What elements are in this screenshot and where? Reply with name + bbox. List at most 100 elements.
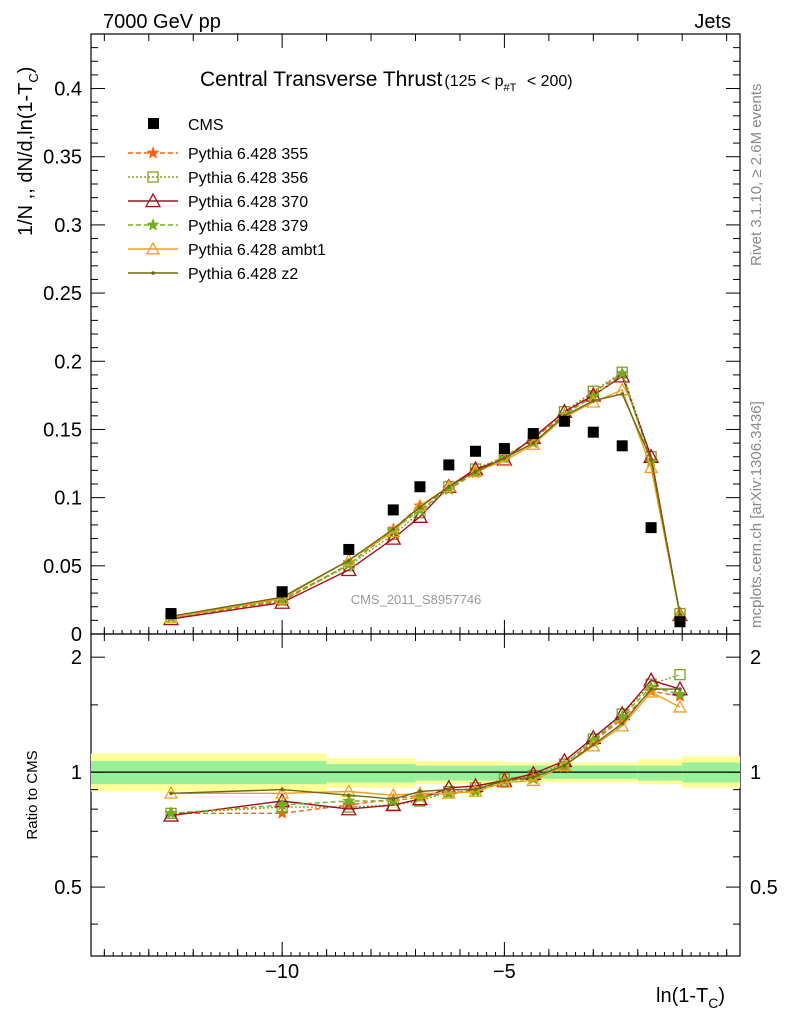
series-5-point (620, 392, 625, 396)
ratio-band-inner (415, 765, 505, 781)
cms-data-points (165, 415, 686, 628)
series-4-point (441, 479, 456, 493)
series-4-point (468, 464, 483, 478)
series-5-point (591, 399, 596, 403)
ratio-tick-label-right: 0.5 (750, 877, 778, 899)
series-3-ratio-point (342, 794, 356, 807)
series-5-point (391, 527, 396, 531)
series-1-line (170, 371, 681, 619)
series-2-legend-marker (144, 192, 162, 208)
series-4-ratio-point (526, 773, 541, 787)
series-5-ratio-point (620, 721, 625, 726)
ratio-y-axis-label: Ratio to CMS (24, 750, 41, 839)
series-5-ratio-point (418, 789, 422, 794)
series-1-ratio-line (170, 674, 681, 814)
chart-title-cut: (125 < p (444, 73, 503, 90)
series-4-point (526, 437, 541, 450)
series-5-legend-marker (151, 271, 155, 275)
series-5-ratio-point (678, 687, 682, 691)
series-5-point (473, 469, 478, 474)
cms-point (443, 459, 455, 471)
series-5-ratio-point (591, 742, 596, 747)
series-3-ratio-point (275, 798, 289, 811)
series-5-ratio-point (280, 787, 284, 792)
cms-point (587, 426, 599, 438)
series-4-legend-marker (145, 241, 161, 255)
series-5-point (418, 505, 422, 509)
series-5-point (502, 456, 507, 460)
series-5-legend-label: Pythia 6.428 z2 (188, 266, 298, 283)
chart-title-cut-sub: #T (504, 82, 517, 94)
cms-point (276, 586, 288, 598)
series-5-ratio-point (562, 763, 567, 768)
series-4-ratio-point (441, 785, 456, 799)
rivet-label: Rivet 3.1.10, ≥ 2.6M events (748, 84, 765, 267)
series-0-ratio-line (171, 690, 681, 814)
series-4-ratio-point (557, 758, 572, 772)
series-5-ratio-point (502, 778, 507, 783)
cms-point (645, 522, 657, 534)
x-axis-label: ln(1-TC) (656, 985, 725, 1011)
y-tick-label: 0.3 (54, 215, 82, 237)
x-axis-label-sub: C (708, 995, 718, 1011)
series-2-line (170, 375, 681, 620)
series-4-point (341, 553, 356, 566)
process-label: Jets (694, 11, 731, 33)
series-5-ratio-point (347, 793, 351, 798)
series-4-point (643, 460, 659, 474)
ratio-tick-label: 0.5 (54, 877, 82, 899)
cms-point (558, 415, 570, 427)
series-4-ratio-point (672, 699, 688, 713)
legend-cms-marker (148, 118, 159, 129)
series-1-legend-marker (147, 171, 159, 183)
ratio-tick-label: 2 (71, 647, 82, 669)
y-tick-label: 0.25 (43, 283, 82, 305)
chart-title-main: Central Transverse Thrust (200, 68, 443, 91)
series-0-ratio-point (275, 806, 289, 819)
analysis-watermark: CMS_2011_S8957746 (351, 592, 482, 607)
ratio-band-inner (637, 765, 683, 781)
y-tick-label: 0.15 (43, 419, 82, 441)
series-4-ratio-point (468, 784, 483, 797)
cms-point (674, 616, 686, 628)
series-3-ratio-point (164, 806, 178, 819)
ratio-band-inner (326, 764, 416, 783)
series-2-ratio-line (170, 679, 681, 817)
series-3-point (615, 366, 629, 380)
series-4-ratio-point (586, 738, 601, 752)
chart-title: Central Transverse Thrust (125 < p#T < 20… (200, 68, 573, 94)
series-5-ratio-point (169, 791, 173, 796)
series-5-ratio-point (473, 787, 478, 792)
series-3-legend-label: Pythia 6.428 379 (188, 218, 308, 235)
y-tick-label: 0.2 (54, 351, 82, 373)
cms-point (470, 445, 482, 457)
cms-point (343, 543, 355, 555)
series-2-ratio-point (340, 800, 357, 816)
series-1-ratio-point (674, 669, 686, 681)
series-4-ratio-point (643, 684, 659, 698)
series-0-legend-marker (146, 146, 160, 159)
y-tick-label: 0.1 (54, 488, 82, 510)
series-5-ratio-line (170, 688, 680, 800)
series-5-ratio-point (649, 687, 653, 691)
cms-point (616, 440, 628, 452)
series-2-point (614, 367, 631, 383)
series-4-legend-label: Pythia 6.428 ambt1 (188, 242, 326, 259)
cms-point (165, 608, 177, 620)
x-axis-label-main: ln(1-T (656, 985, 708, 1007)
series-3-ratio-line (170, 686, 681, 814)
series-0-line (170, 372, 681, 619)
x-axis-label-end: ) (718, 985, 725, 1007)
series-5-point (678, 613, 682, 617)
main-series-group (162, 366, 689, 626)
legend-cms-label: CMS (188, 117, 224, 134)
series-2-legend-label: Pythia 6.428 370 (188, 194, 308, 211)
series-2-point (274, 594, 291, 609)
series-5-point (347, 558, 351, 563)
x-tick-label: −10 (265, 961, 299, 983)
series-5-point (531, 441, 536, 445)
y-tick-label: 0.05 (43, 556, 82, 578)
chart-title-cut-end: < 200) (522, 73, 572, 90)
series-5-point (447, 484, 451, 489)
